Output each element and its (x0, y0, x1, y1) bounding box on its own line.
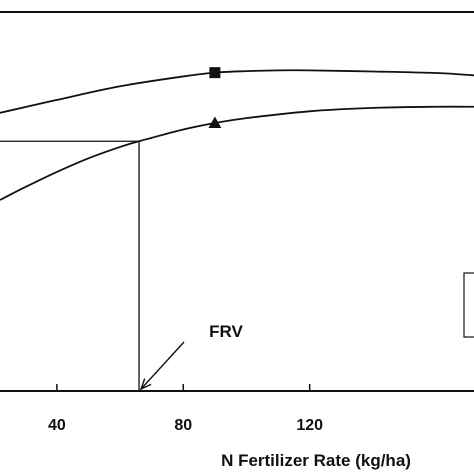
legend-box (463, 272, 474, 338)
series-marker-square (209, 67, 221, 79)
x-tick-label-120: 120 (296, 417, 323, 434)
reference-lines (0, 140, 140, 391)
series-lines (0, 69, 474, 201)
legend-fragment (463, 272, 474, 338)
x-tick-label-80: 80 (174, 417, 192, 434)
x-axis-title: N Fertilizer Rate (kg/ha) (221, 451, 411, 470)
x-axis-ticks: 40 80 120 (48, 384, 323, 434)
series-marker-triangle (208, 116, 222, 129)
frv-arrow-shaft (140, 341, 185, 390)
frv-arrow-head (139, 378, 152, 391)
plot-frame (0, 11, 474, 392)
x-tick-label-40: 40 (48, 417, 66, 434)
frv-annotation: FRV (139, 322, 244, 391)
series-markers (208, 67, 222, 129)
series-line-triangle (0, 105, 474, 201)
series-line-square (0, 69, 474, 114)
frv-annotation-label: FRV (209, 322, 243, 341)
